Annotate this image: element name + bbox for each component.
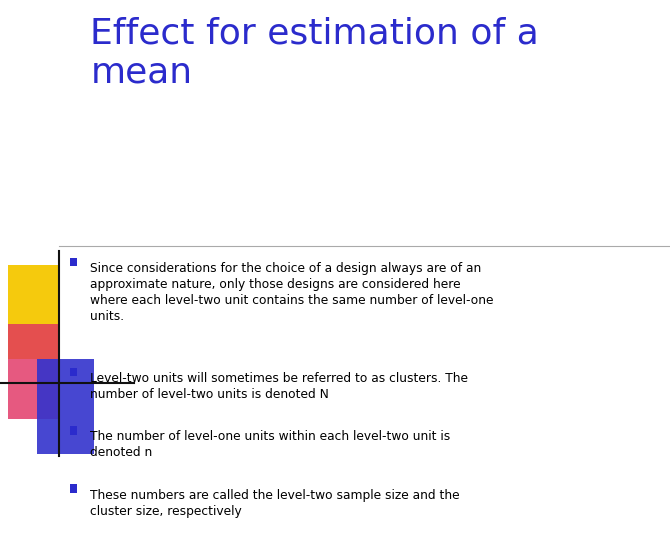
Bar (70, 258, 77, 266)
Bar (8, 265, 58, 359)
Bar (37, 359, 94, 454)
Text: The number of level-one units within each level-two unit is
denoted n: The number of level-one units within eac… (90, 430, 451, 460)
Text: Level-two units will sometimes be referred to as clusters. The
number of level-t: Level-two units will sometimes be referr… (90, 372, 468, 401)
Bar (8, 324, 58, 418)
Text: These numbers are called the level-two sample size and the
cluster size, respect: These numbers are called the level-two s… (90, 489, 460, 518)
Text: Since considerations for the choice of a design always are of an
approximate nat: Since considerations for the choice of a… (90, 262, 494, 323)
Bar (70, 426, 77, 435)
Bar (70, 484, 77, 493)
Text: Effect for estimation of a
mean: Effect for estimation of a mean (90, 16, 539, 90)
Bar (70, 368, 77, 376)
